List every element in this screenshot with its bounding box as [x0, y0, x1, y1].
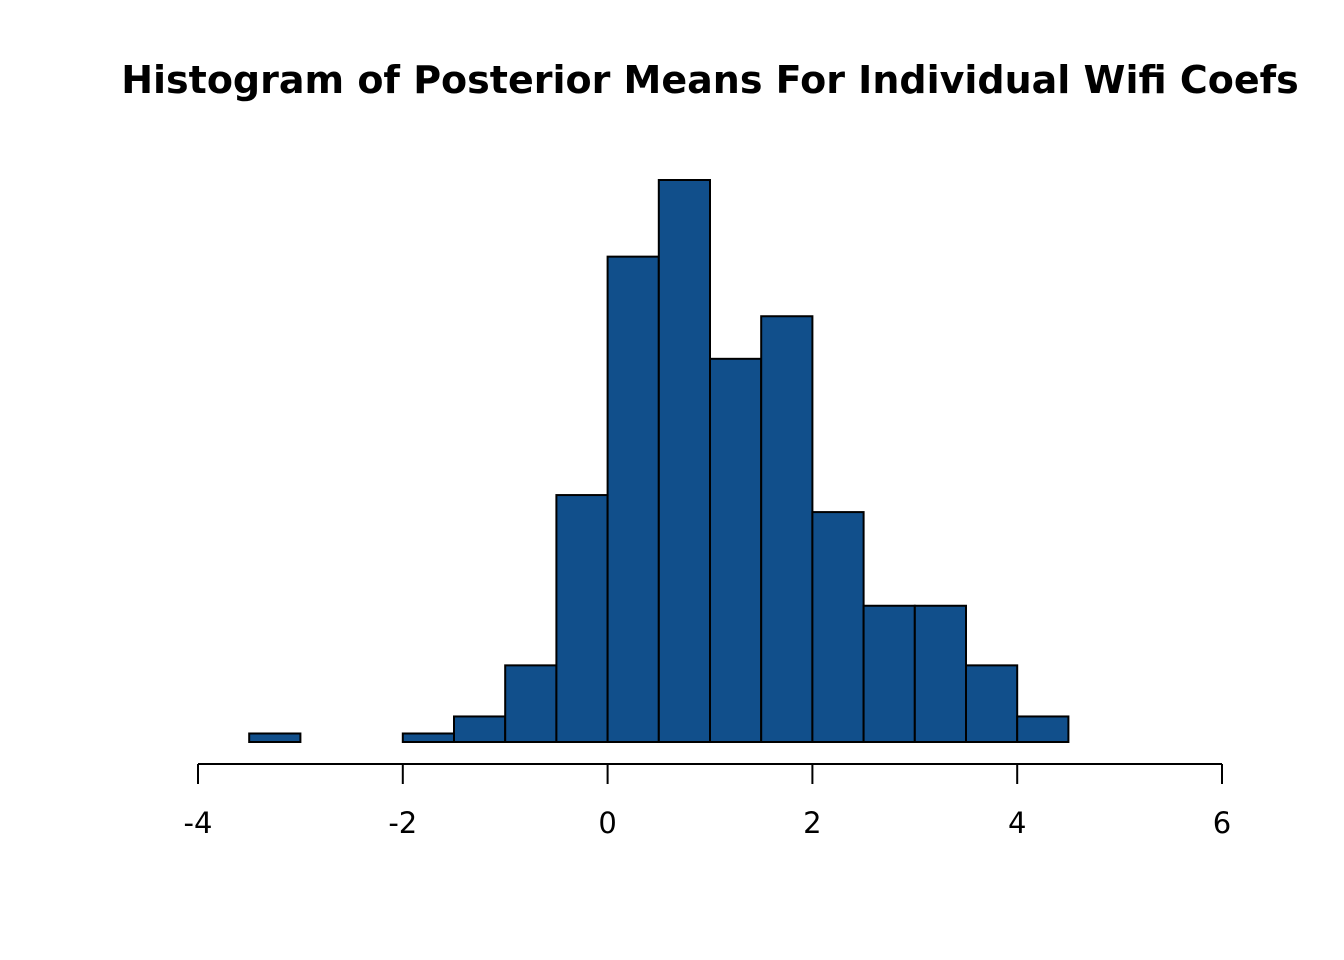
histogram-bar [248, 732, 302, 744]
histogram-bar [760, 315, 814, 743]
histogram-bar [555, 494, 609, 743]
histogram-bar [811, 511, 865, 743]
x-tick-label: 6 [1213, 806, 1231, 840]
x-axis: -4 -2 0 2 4 6 [184, 763, 1231, 840]
x-tick-label: 0 [598, 806, 616, 840]
histogram-bar [504, 664, 558, 744]
x-tick-label: -2 [388, 806, 417, 840]
bars-group [248, 179, 1070, 744]
x-tick-label: -4 [184, 806, 213, 840]
chart-title: Histogram of Posterior Means For Individ… [121, 58, 1299, 102]
histogram-bar [453, 715, 507, 743]
x-tick-label: 2 [803, 806, 821, 840]
histogram-bar [1016, 715, 1070, 743]
histogram-bar [913, 604, 967, 743]
histogram-bar [709, 357, 763, 743]
x-tick-label: 4 [1008, 806, 1026, 840]
histogram-bar [965, 664, 1019, 744]
histogram-bar [657, 179, 711, 743]
histogram-bar [862, 604, 916, 743]
histogram-bar [606, 255, 660, 743]
histogram-bar [401, 732, 455, 744]
